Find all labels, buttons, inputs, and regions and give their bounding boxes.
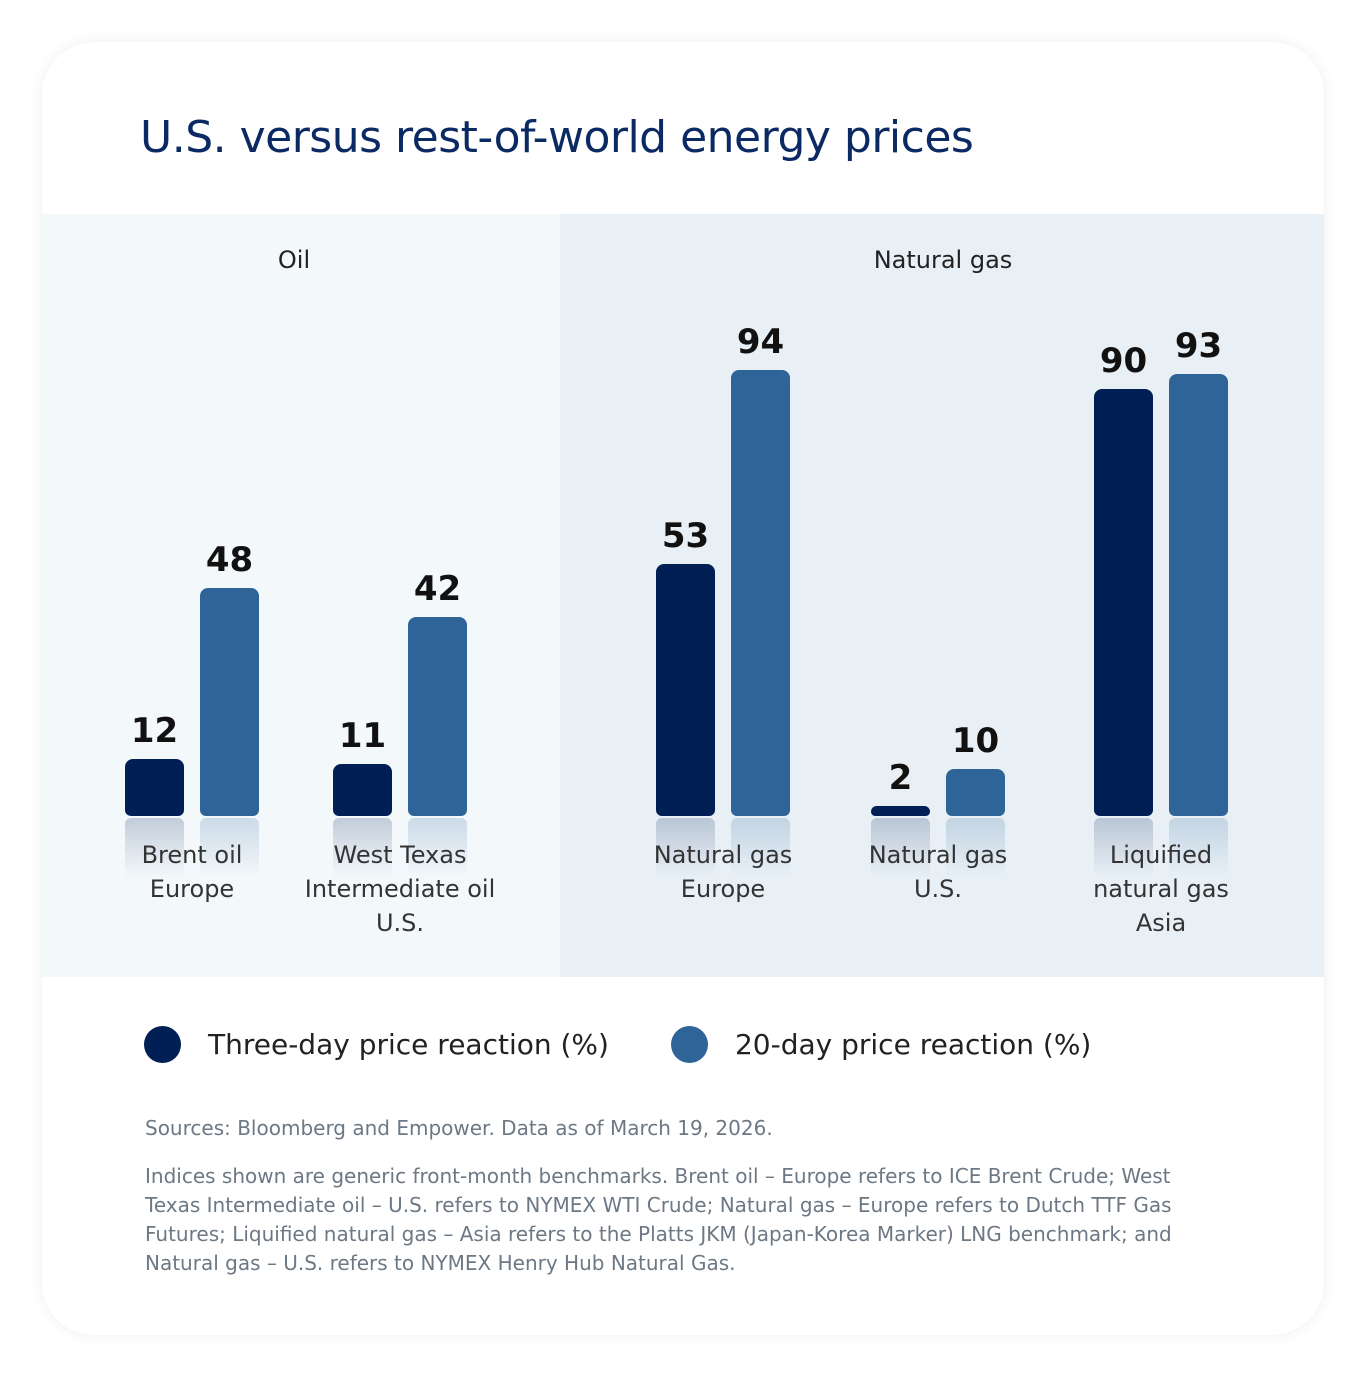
bar-20-day [946, 768, 1005, 816]
chart-title: U.S. versus rest-of-world energy prices [140, 112, 974, 163]
sources-note: Sources: Bloomberg and Empower. Data as … [145, 1116, 773, 1140]
legend-label-20-day: 20-day price reaction (%) [734, 1028, 1092, 1061]
oil-panel-title: Oil [277, 246, 311, 274]
legend-item-three-day: Three-day price reaction (%) [144, 1026, 609, 1063]
bar-reflection [731, 818, 790, 878]
bar-reflection [1094, 818, 1153, 878]
bar-reflection [1169, 818, 1228, 878]
legend-dot-three-day [144, 1026, 181, 1063]
data-label: 12 [130, 711, 179, 751]
data-label: 11 [338, 715, 387, 756]
bar-reflection [871, 818, 930, 878]
oil-panel: Oil [42, 214, 560, 977]
category-label: Natural gas U.S. [868, 841, 1008, 903]
data-label: 93 [1174, 326, 1223, 367]
bar-20-day [1169, 374, 1228, 816]
natural-gas-panel-title: Natural gas [873, 246, 1013, 274]
bar-three-day [656, 564, 715, 816]
bar-reflection [946, 818, 1005, 878]
data-label: 53 [661, 516, 710, 557]
bar-reflection [408, 818, 467, 878]
legend: Three-day price reaction (%) 20-day pric… [144, 1026, 1153, 1063]
bar-20-day [731, 369, 790, 816]
bar-three-day [333, 763, 392, 816]
legend-item-20-day: 20-day price reaction (%) [670, 1026, 1092, 1063]
data-label: 2 [888, 758, 913, 798]
data-label: 90 [1099, 340, 1148, 381]
data-label: 48 [205, 540, 254, 580]
data-label: 94 [736, 321, 785, 362]
category-label: Natural gas Europe [653, 841, 793, 903]
bar-20-day [200, 588, 259, 816]
chart-card: U.S. versus rest-of-world energy prices … [42, 42, 1324, 1335]
category-label: Brent oil Europe [141, 841, 243, 903]
bar-three-day [1094, 388, 1153, 816]
category-label: Liquified natural gas Asia [1093, 841, 1229, 937]
bar-reflection [333, 818, 392, 878]
legend-dot-20-day [670, 1026, 708, 1063]
legend-label-three-day: Three-day price reaction (%) [208, 1028, 609, 1061]
bar-reflection [125, 818, 184, 878]
bar-three-day [871, 806, 930, 816]
bar-20-day [408, 616, 467, 816]
category-label: West Texas Intermediate oil U.S. [304, 841, 496, 937]
bars-layer: 12 48 Brent oil Europe 11 42 West Texas Interme… [42, 42, 1324, 1335]
bar-three-day [125, 759, 184, 816]
data-label: 42 [413, 568, 462, 609]
bar-reflection [200, 818, 259, 878]
bar-reflection [656, 818, 715, 878]
indices-note: Indices shown are generic front-month be… [145, 1164, 1172, 1275]
data-label: 10 [951, 720, 1000, 761]
